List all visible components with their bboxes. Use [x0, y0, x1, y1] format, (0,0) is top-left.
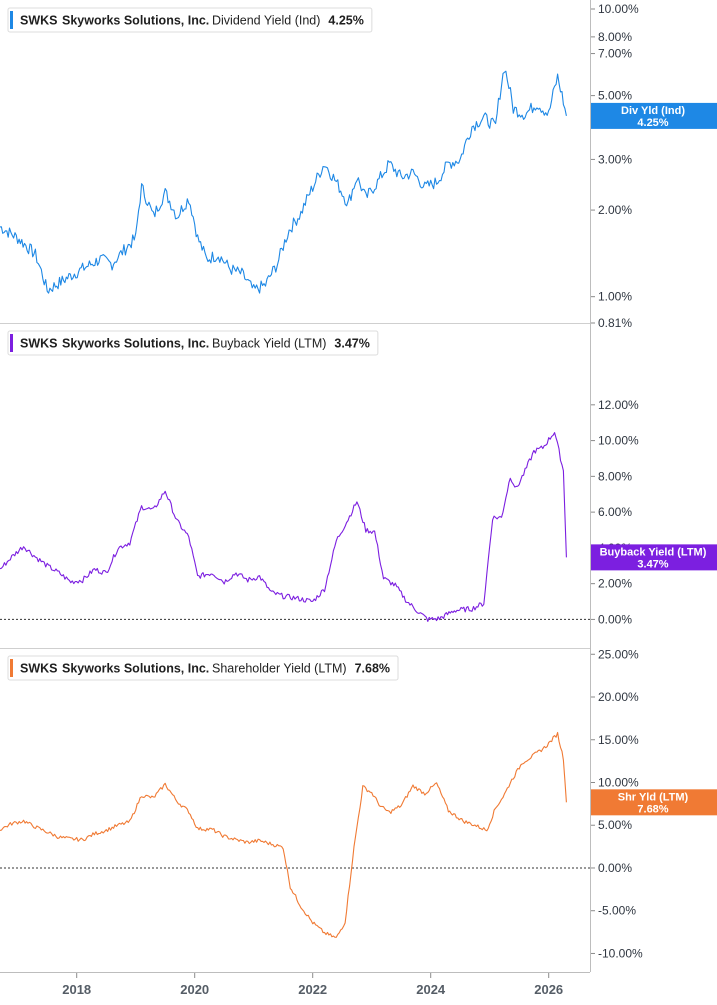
legend-box	[7, 7, 373, 33]
y-tick-label: 1.00%	[598, 290, 632, 304]
badge-box	[590, 544, 717, 571]
y-tick-label: 12.00%	[598, 398, 639, 412]
legend-ticker: SWKS	[20, 14, 58, 28]
y-tick-label: 20.00%	[598, 690, 639, 704]
badge-box	[590, 102, 717, 129]
series-line-buyback	[0, 432, 567, 622]
badge-label: Shr Yld (LTM)	[618, 791, 689, 803]
badge-label: Div Yld (Ind)	[621, 105, 685, 117]
legend-company: Skyworks Solutions, Inc.	[62, 662, 209, 676]
y-tick-label: 10.00%	[598, 2, 639, 16]
y-tick-label: 15.00%	[598, 733, 639, 747]
legend-shareholder: SWKS Skyworks Solutions, Inc. Shareholder …	[7, 655, 399, 681]
badge-value: 7.68%	[637, 803, 668, 815]
legend-color-swatch	[10, 659, 13, 677]
series-line-shareholder	[0, 731, 567, 938]
y-tick-label: -10.00%	[598, 946, 643, 960]
y-tick-label: 6.00%	[598, 505, 632, 519]
legend-value: 4.25%	[328, 14, 363, 28]
badge-value: 4.25%	[637, 117, 668, 129]
legend-value: 7.68%	[355, 662, 390, 676]
y-tick-label: 5.00%	[598, 89, 632, 103]
y-tick-label: 25.00%	[598, 647, 639, 661]
y-tick-label: 2.00%	[598, 203, 632, 217]
y-tick-label: 10.00%	[598, 775, 639, 789]
badge-shareholder: Shr Yld (LTM)7.68%	[590, 789, 717, 816]
y-tick-label: 3.00%	[598, 152, 632, 166]
panel-dividend: 10.00% 8.00% 7.00% 5.00% 3.00% 2.00% 1.00% 0.81…	[0, 2, 717, 330]
x-tick-label: 2022	[298, 982, 327, 997]
legend-value: 3.47%	[334, 337, 369, 351]
y-tick-label: 5.00%	[598, 818, 632, 832]
y-tick-label: 7.00%	[598, 47, 632, 61]
legend-metric: Dividend Yield (Ind)	[212, 14, 320, 28]
legend-company: Skyworks Solutions, Inc.	[62, 337, 209, 351]
badge-label: Buyback Yield (LTM)	[600, 546, 707, 558]
panel-shareholder: 25.00% 20.00% 15.00% 10.00% 5.00% 0.00% -5.00%…	[0, 647, 717, 960]
legend-company: Skyworks Solutions, Inc.	[62, 14, 209, 28]
x-tick-label: 2024	[416, 982, 446, 997]
y-tick-label: 8.00%	[598, 469, 632, 483]
y-tick-label: 10.00%	[598, 434, 639, 448]
y-tick-label: 2.00%	[598, 577, 632, 591]
legend-buyback: SWKS Skyworks Solutions, Inc. Buyback Yiel…	[7, 330, 379, 356]
badge-box	[590, 789, 717, 816]
x-tick-label: 2018	[62, 982, 91, 997]
legend-metric: Shareholder Yield (LTM)	[212, 662, 347, 676]
y-tick-label: 8.00%	[598, 30, 632, 44]
legend-box	[7, 655, 399, 681]
legend-ticker: SWKS	[20, 662, 58, 676]
legend-color-swatch	[10, 334, 13, 352]
x-tick-label: 2026	[534, 982, 563, 997]
y-tick-label: -5.00%	[598, 904, 636, 918]
legend-dividend: SWKS Skyworks Solutions, Inc. Dividend Yie…	[7, 7, 373, 33]
x-tick-label: 2020	[180, 982, 209, 997]
y-tick-label: 0.00%	[598, 612, 632, 626]
legend-metric: Buyback Yield (LTM)	[212, 337, 326, 351]
series-line-dividend	[0, 70, 567, 294]
legend-color-swatch	[10, 11, 13, 29]
badge-buyback: Buyback Yield (LTM)3.47%	[590, 544, 717, 571]
legend-ticker: SWKS	[20, 337, 58, 351]
y-tick-label: 0.81%	[598, 316, 632, 330]
panel-buyback: 12.00%10.00%8.00%6.00%4.00%2.00%0.00%SWK…	[0, 330, 717, 626]
badge-dividend: Div Yld (Ind)4.25%	[590, 102, 717, 129]
y-tick-label: 0.00%	[598, 861, 632, 875]
badge-value: 3.47%	[637, 558, 668, 570]
legend-box	[7, 330, 379, 356]
